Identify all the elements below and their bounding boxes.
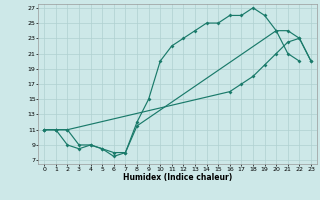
X-axis label: Humidex (Indice chaleur): Humidex (Indice chaleur) [123,173,232,182]
